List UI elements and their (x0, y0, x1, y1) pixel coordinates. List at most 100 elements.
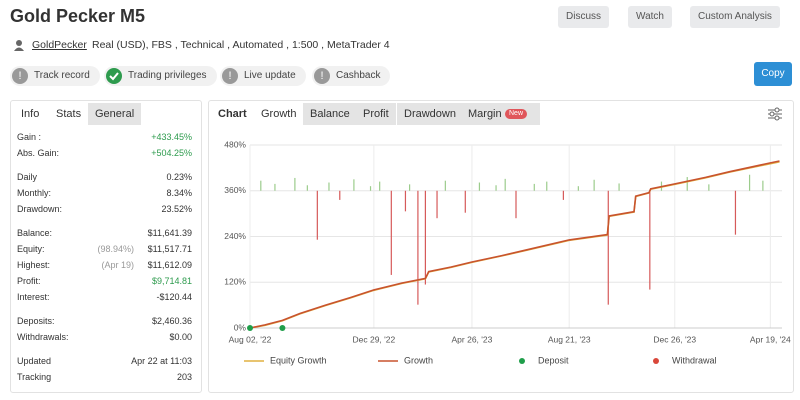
stat-label: Gain : (17, 132, 42, 142)
tab[interactable]: Growth (254, 103, 304, 125)
stat-row: Balance: $11,641.39 (17, 226, 192, 240)
label: Discuss (566, 11, 602, 22)
bar (436, 190, 438, 219)
tab[interactable]: General (88, 103, 142, 125)
label: Cashback (336, 70, 381, 81)
tab[interactable]: Margin (461, 103, 540, 125)
stats-panel (10, 100, 202, 393)
stat-value: -$120.44 (156, 292, 192, 302)
settings-icon[interactable] (766, 106, 784, 122)
stat-label: Updated (17, 356, 52, 366)
bar (649, 190, 651, 290)
bar (390, 190, 392, 275)
stat-value: +433.45% (151, 132, 192, 142)
label: Track record (34, 70, 90, 81)
x-tick-label: Dec 29, '22 (352, 334, 395, 344)
stat-row: Updated Apr 22 at 11:03 (17, 354, 192, 368)
stat-note: (98.94%) (97, 244, 134, 254)
x-tick-label: Apr 26, '23 (452, 334, 493, 344)
tab[interactable]: Balance (303, 103, 357, 125)
label: Stats (56, 108, 82, 120)
stat-value: $11,517.71 (147, 244, 192, 254)
discuss-button[interactable]: Discuss (558, 6, 610, 28)
label: Trading privileges (128, 70, 207, 81)
tab[interactable]: Info (14, 103, 47, 125)
x-tick-label: Aug 21, '23 (548, 334, 591, 344)
chart: 0% 120% 240% 360% 480% Aug 02, '22 Dec 29, '22… (224, 139, 791, 365)
bar (686, 177, 688, 191)
bar (546, 181, 548, 191)
bar (478, 182, 481, 191)
bar (274, 183, 276, 191)
stat-note: (Apr 19) (101, 260, 134, 270)
x-tick-label: Aug 02, '22 (229, 334, 272, 344)
tab[interactable]: Profit (356, 103, 396, 125)
chart-label: Chart (218, 108, 247, 120)
badge: Track record (10, 66, 100, 86)
y-tick-label: 120% (224, 277, 246, 287)
bar (316, 190, 318, 240)
bar (708, 184, 710, 191)
bar (464, 190, 466, 213)
watch-button[interactable]: Watch (628, 6, 672, 28)
bar (607, 190, 609, 305)
bar (618, 183, 620, 191)
bar (533, 183, 535, 191)
stat-label: Tracking (17, 372, 52, 382)
y-tick-label: 360% (224, 185, 246, 195)
stat-label: Balance: (17, 228, 53, 238)
stat-value: 203 (176, 372, 192, 382)
stat-label: Daily (17, 172, 38, 182)
bar (353, 179, 355, 191)
x-tick-label: Apr 19, '24 (750, 334, 791, 344)
stat-label: Abs. Gain: (17, 148, 60, 158)
stat-label: Deposits: (17, 316, 55, 326)
stat-label: Profit: (17, 276, 41, 286)
bar (762, 180, 764, 191)
y-tick-label: 0% (234, 322, 247, 332)
legend-label: Deposit (538, 355, 569, 365)
stat-label: Monthly: (17, 188, 52, 198)
bar (306, 185, 308, 191)
legend-label: Equity Growth (270, 355, 327, 365)
stat-row: Profit: $9,714.81 (17, 274, 192, 288)
stat-row: Monthly: 8.34% (17, 186, 192, 200)
bar (417, 190, 419, 305)
bar (424, 190, 426, 285)
bar (369, 186, 372, 191)
tab[interactable]: Drawdown (397, 103, 463, 125)
stat-label: Equity: (17, 244, 45, 254)
bar (444, 180, 446, 191)
stat-row: Interest: -$120.44 (17, 290, 192, 304)
stat-label: Withdrawals: (17, 332, 69, 342)
tab[interactable]: Stats (49, 103, 89, 125)
bar (404, 190, 407, 212)
y-tick-label: 480% (224, 139, 246, 149)
bar (339, 190, 341, 200)
stat-value: $11,641.39 (147, 228, 192, 238)
custom-analysis-button[interactable]: Custom Analysis (690, 6, 780, 28)
account-details: Real (USD), FBS , Technical , Automated … (92, 39, 390, 51)
bar (328, 182, 330, 191)
bar (504, 178, 506, 191)
y-tick-label: 240% (224, 231, 246, 241)
label: Watch (636, 11, 664, 22)
bar (593, 179, 595, 191)
bar (379, 181, 381, 191)
bar (409, 184, 411, 191)
stat-value: $11,612.09 (147, 260, 192, 270)
user-link[interactable]: GoldPecker (32, 39, 87, 51)
stat-row: Tracking 203 (17, 370, 192, 384)
bar (577, 186, 579, 191)
stat-label: Highest: (17, 260, 51, 270)
user-icon (14, 40, 24, 51)
bar (562, 190, 564, 200)
bar (495, 185, 497, 191)
stat-row: Withdrawals: $0.00 (17, 330, 192, 344)
point (279, 325, 286, 331)
point (247, 325, 253, 331)
badge: Live update (220, 66, 306, 86)
copy-button[interactable]: Copy (754, 62, 792, 86)
stat-value: Apr 22 at 11:03 (131, 356, 192, 366)
